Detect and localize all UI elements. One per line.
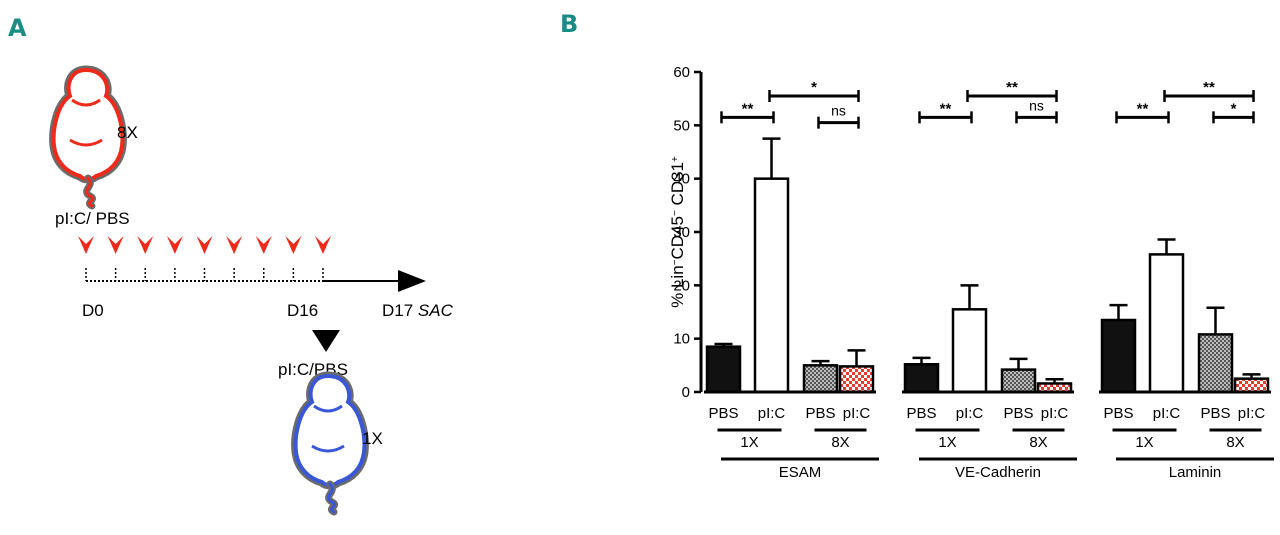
bars <box>704 137 1271 394</box>
injection-arrow-icon <box>285 236 302 254</box>
bar-label: PBS <box>805 405 835 422</box>
group-label: ESAM <box>779 464 822 481</box>
bar <box>838 365 875 394</box>
bar <box>1100 318 1137 394</box>
day-start-label: D0 <box>82 301 104 320</box>
bar-label: pI:C <box>956 405 984 422</box>
dose-label: 8X <box>831 434 849 451</box>
injection-arrow-icon <box>107 236 124 254</box>
treatment-top-label: pI:C/ PBS <box>55 209 130 228</box>
significance-label: * <box>811 79 817 96</box>
dose-label: 1X <box>1135 434 1153 451</box>
bar <box>1000 368 1037 394</box>
down-arrow-icon <box>312 330 340 352</box>
injection-arrow-icon <box>315 236 331 254</box>
bar-label: PBS <box>708 405 738 422</box>
mouse-bottom-label: 1X <box>362 429 383 448</box>
bar-label: PBS <box>906 405 936 422</box>
dose-label: 8X <box>1226 434 1244 451</box>
bar-label: PBS <box>1200 405 1230 422</box>
y-tick-label: 30 <box>673 224 690 241</box>
injection-arrow-icon <box>255 236 272 254</box>
mouse-top-label: 8X <box>117 123 138 142</box>
bar-label: PBS <box>1103 405 1133 422</box>
panel-letter-a: A <box>8 14 27 42</box>
bar <box>705 345 742 394</box>
significance-label: ** <box>1006 79 1018 96</box>
injection-arrow-icon <box>226 236 243 254</box>
mouse-red-icon <box>49 65 127 210</box>
mouse-blue-icon <box>291 371 369 516</box>
panel-letter-b: B <box>560 10 578 38</box>
bar <box>802 364 839 394</box>
dose-label: 1X <box>740 434 758 451</box>
significance-label: ** <box>1203 79 1215 96</box>
y-tick-label: 0 <box>682 384 690 401</box>
bar-label: pI:C <box>843 405 871 422</box>
y-tick-label: 60 <box>673 64 690 81</box>
bar <box>753 177 790 394</box>
significance-label: ** <box>1137 100 1149 117</box>
injection-arrow-icon <box>78 236 94 254</box>
bar <box>903 363 940 394</box>
day-end-label: D17 SAC <box>382 301 454 320</box>
bar-label: pI:C <box>1153 405 1181 422</box>
day-mid-label: D16 <box>287 301 318 320</box>
treatment-schematic: 8X pI:C/ PBS D0 D16 D17 SAC pI:C/PBS 1X <box>49 65 454 516</box>
significance-label: ns <box>1029 97 1044 113</box>
injection-arrow-icon <box>196 236 213 254</box>
dose-label: 8X <box>1029 434 1047 451</box>
injection-arrow-icon <box>137 236 154 254</box>
bar <box>1233 377 1270 394</box>
timeline-arrowhead-icon <box>398 270 426 292</box>
significance-label: * <box>1231 100 1237 117</box>
significance-label: ns <box>831 103 846 119</box>
significance-label: ** <box>742 100 754 117</box>
y-axis: 0 10 20 30 40 50 60 <box>673 64 703 401</box>
bar <box>1148 253 1185 394</box>
y-tick-label: 40 <box>673 171 690 188</box>
y-tick-label: 50 <box>673 117 690 134</box>
significance-brackets: ** ns*** ns**** *** <box>720 79 1255 129</box>
group-label: VE-Cadherin <box>955 464 1041 481</box>
bar-label: PBS <box>1003 405 1033 422</box>
injection-arrows <box>78 236 331 281</box>
bar-label: pI:C <box>758 405 786 422</box>
bar <box>1197 333 1234 394</box>
bar <box>951 308 988 394</box>
dose-label: 1X <box>938 434 956 451</box>
group-label: Laminin <box>1169 464 1222 481</box>
y-tick-label: 20 <box>673 277 690 294</box>
y-axis-label: % Lin−CD45− CD31+ <box>668 156 687 308</box>
y-tick-label: 10 <box>673 331 690 348</box>
injection-arrow-icon <box>166 236 183 254</box>
significance-label: ** <box>940 100 952 117</box>
bar-label: pI:C <box>1041 405 1069 422</box>
bar-label: pI:C <box>1238 405 1266 422</box>
